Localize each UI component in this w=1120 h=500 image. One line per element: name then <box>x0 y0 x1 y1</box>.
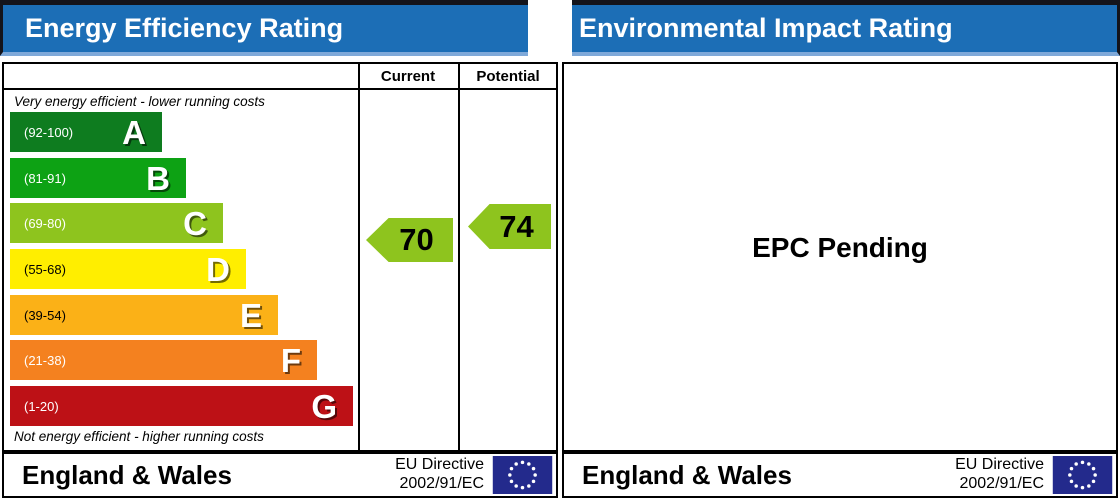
current-column-header: Current <box>380 67 436 85</box>
band-g-range: (1-20) <box>24 398 59 414</box>
environmental-footer: England & Wales EU Directive 2002/91/EC <box>562 452 1118 498</box>
region-label: England & Wales <box>22 459 232 490</box>
energy-rating-title: Energy Efficiency Rating <box>25 13 344 43</box>
efficient-caption: Very energy efficient - lower running co… <box>14 94 265 109</box>
current-rating-value: 70 <box>399 222 434 257</box>
eu-directive-label: EU Directive 2002/91/EC <box>955 456 1044 492</box>
column-divider <box>458 64 460 450</box>
eu-flag-icon <box>1052 456 1113 494</box>
energy-rating-chart: Current Potential Very energy efficient … <box>2 62 558 452</box>
column-divider <box>358 64 360 450</box>
eu-flag-icon <box>492 456 553 494</box>
eu-directive-label: EU Directive 2002/91/EC <box>395 456 484 492</box>
band-g-letter: G <box>311 387 337 425</box>
header-row-divider <box>4 88 556 90</box>
band-e-range: (39-54) <box>24 307 66 323</box>
band-f-letter: F <box>280 341 301 379</box>
band-g-bar: (1-20) G <box>10 386 353 426</box>
band-f-range: (21-38) <box>24 352 66 368</box>
energy-footer: England & Wales EU Directive 2002/91/EC <box>2 452 558 498</box>
band-c-bar: (69-80) C <box>10 203 223 243</box>
epc-pending-status: EPC Pending <box>752 232 928 263</box>
band-b-bar: (81-91) B <box>10 158 186 198</box>
region-label: England & Wales <box>582 459 792 490</box>
band-f-bar: (21-38) F <box>10 340 317 380</box>
band-b-range: (81-91) <box>24 170 66 186</box>
band-a-range: (92-100) <box>24 124 74 140</box>
band-c-letter: C <box>183 204 207 242</box>
band-d-range: (55-68) <box>24 261 66 277</box>
band-e-bar: (39-54) E <box>10 295 278 335</box>
band-e-letter: E <box>239 296 262 334</box>
inefficient-caption: Not energy efficient - higher running co… <box>14 429 264 444</box>
environmental-rating-title: Environmental Impact Rating <box>579 13 953 43</box>
band-b-letter: B <box>146 159 170 197</box>
band-a-letter: A <box>122 113 146 151</box>
potential-rating-value: 74 <box>499 208 534 244</box>
environmental-rating-panel: EPC Pending <box>562 62 1118 452</box>
band-c-range: (69-80) <box>24 215 66 231</box>
energy-rating-header: Energy Efficiency Rating <box>0 0 528 56</box>
band-d-letter: D <box>206 250 230 288</box>
band-a-bar: (92-100) A <box>10 112 162 152</box>
potential-column-header: Potential <box>476 67 540 85</box>
band-d-bar: (55-68) D <box>10 249 246 289</box>
environmental-rating-header: Environmental Impact Rating <box>572 0 1120 56</box>
